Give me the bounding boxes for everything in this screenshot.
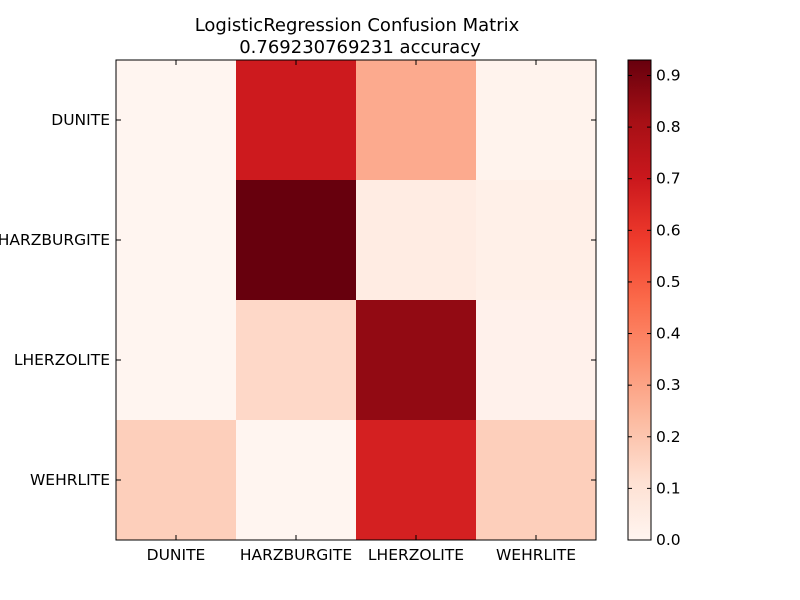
y-tick-label: LHERZOLITE: [14, 351, 110, 369]
heatmap-cell: [236, 180, 356, 300]
heatmap-cell: [356, 180, 476, 300]
colorbar-tick-label: 0.4: [656, 325, 681, 343]
colorbar-tick-label: 0.8: [656, 118, 681, 136]
heatmap-cell: [476, 180, 596, 300]
colorbar-ticks: 0.0 0.1 0.2 0.3 0.4 0.5 0.6 0.7 0.8 0.9: [628, 66, 681, 549]
colorbar-tick-label: 0.1: [656, 479, 681, 497]
heatmap-cell: [116, 300, 236, 420]
x-tick-label: DUNITE: [147, 546, 206, 564]
y-tick-label: HARZBURGITE: [0, 231, 110, 249]
x-tick-label: WEHRLITE: [496, 546, 576, 564]
heatmap-cell: [236, 60, 356, 180]
heatmap-cell: [356, 300, 476, 420]
heatmap-axis-ticks: DUNITE HARZBURGITE LHERZOLITE WEHRLITE DUNIT…: [0, 60, 596, 564]
heatmap-cell: [236, 300, 356, 420]
heatmap-cell: [116, 420, 236, 540]
colorbar-tick-label: 0.3: [656, 376, 681, 394]
colorbar-tick-label: 0.7: [656, 170, 681, 188]
x-tick-label: LHERZOLITE: [368, 546, 464, 564]
colorbar-tick-label: 0.5: [656, 273, 681, 291]
colorbar-tick-label: 0.9: [656, 66, 681, 84]
y-tick-label: DUNITE: [51, 111, 110, 129]
heatmap-cell: [476, 60, 596, 180]
chart-subtitle: 0.769230769231 accuracy: [239, 37, 481, 58]
heatmap-cell: [236, 420, 356, 540]
x-tick-label: HARZBURGITE: [240, 546, 352, 564]
heatmap-frame: [115, 59, 597, 541]
heatmap-cell: [476, 300, 596, 420]
heatmap-cell: [116, 60, 236, 180]
colorbar: [627, 59, 652, 541]
colorbar-tick-label: 0.6: [656, 221, 681, 239]
colorbar-tick-label: 0.0: [656, 531, 681, 549]
heatmap-cells: [116, 60, 596, 540]
y-tick-label: WEHRLITE: [30, 471, 110, 489]
heatmap-cell: [356, 420, 476, 540]
heatmap-cell: [476, 420, 596, 540]
chart-title: LogisticRegression Confusion Matrix: [195, 15, 520, 36]
colorbar-tick-label: 0.2: [656, 428, 681, 446]
heatmap-cell: [356, 60, 476, 180]
heatmap-cell: [116, 180, 236, 300]
